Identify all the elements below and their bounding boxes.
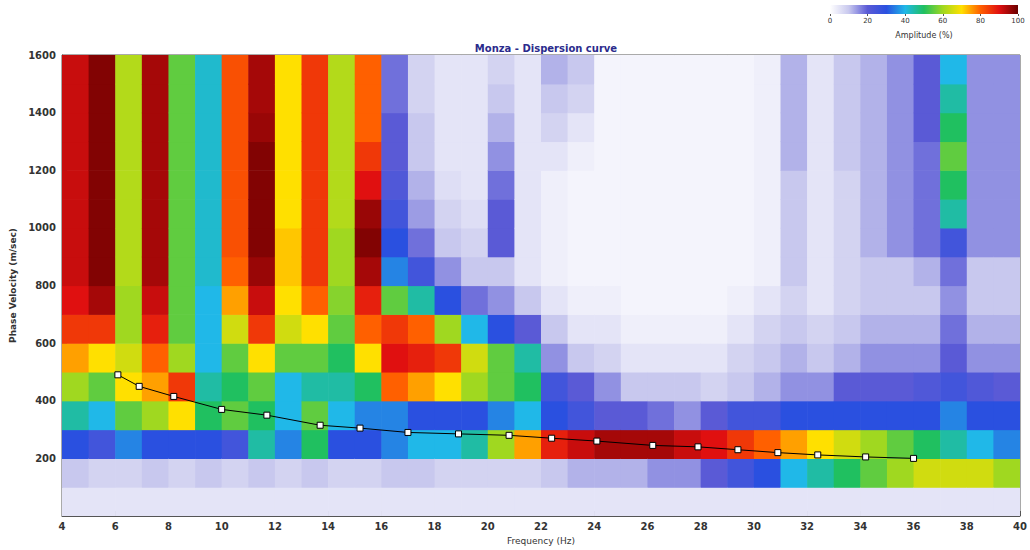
svg-text:20: 20 (863, 17, 872, 25)
svg-text:10: 10 (215, 521, 229, 532)
svg-text:0: 0 (828, 17, 832, 25)
svg-text:30: 30 (747, 521, 761, 532)
svg-text:16: 16 (374, 521, 388, 532)
svg-text:38: 38 (960, 521, 974, 532)
svg-text:600: 600 (35, 338, 56, 349)
svg-text:40: 40 (1013, 521, 1027, 532)
svg-text:60: 60 (938, 17, 947, 25)
svg-text:Amplitude (%): Amplitude (%) (895, 31, 952, 40)
svg-text:22: 22 (534, 521, 548, 532)
svg-text:200: 200 (35, 453, 56, 464)
svg-text:Monza - Dispersion curve: Monza - Dispersion curve (475, 43, 618, 54)
svg-text:800: 800 (35, 280, 56, 291)
svg-text:40: 40 (901, 17, 910, 25)
svg-text:100: 100 (1011, 17, 1024, 25)
svg-text:6: 6 (112, 521, 119, 532)
svg-text:1600: 1600 (28, 50, 56, 61)
svg-text:Phase Velocity (m/sec): Phase Velocity (m/sec) (8, 228, 18, 343)
svg-text:36: 36 (907, 521, 921, 532)
svg-text:18: 18 (428, 521, 442, 532)
svg-text:24: 24 (587, 521, 601, 532)
svg-text:4: 4 (59, 521, 66, 532)
svg-text:1400: 1400 (28, 107, 56, 118)
svg-text:28: 28 (694, 521, 708, 532)
svg-text:34: 34 (853, 521, 867, 532)
svg-text:12: 12 (268, 521, 282, 532)
svg-text:26: 26 (640, 521, 654, 532)
svg-text:80: 80 (976, 17, 985, 25)
svg-text:1200: 1200 (28, 165, 56, 176)
svg-text:Frequency (Hz): Frequency (Hz) (507, 536, 575, 546)
svg-text:8: 8 (165, 521, 172, 532)
svg-text:400: 400 (35, 395, 56, 406)
svg-text:14: 14 (321, 521, 335, 532)
svg-text:32: 32 (800, 521, 814, 532)
svg-text:20: 20 (481, 521, 495, 532)
svg-text:1000: 1000 (28, 222, 56, 233)
